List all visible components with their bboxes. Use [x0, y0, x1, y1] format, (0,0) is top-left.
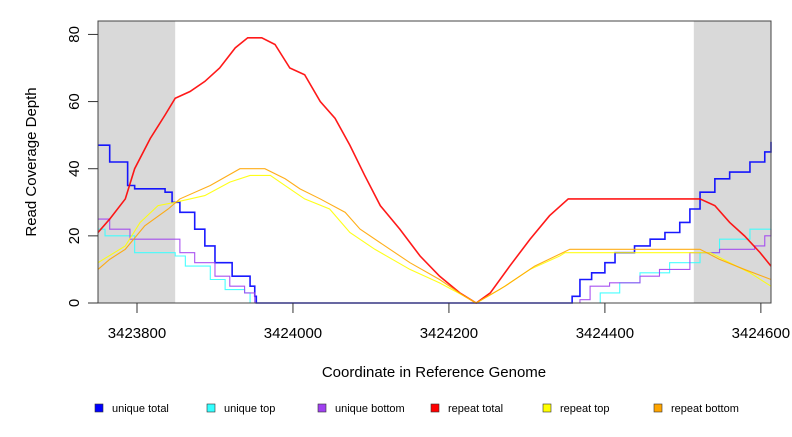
legend-label: unique total: [112, 403, 169, 415]
x-axis: 3423800 3424000 3424200 3424400 3424600: [108, 303, 790, 342]
series-line-repeat-bottom: [97, 168, 772, 304]
series-line-unique-top: [98, 219, 772, 304]
legend-swatch: [317, 403, 327, 413]
legend-label: unique bottom: [335, 403, 405, 415]
x-tick-label: 3424000: [264, 325, 322, 342]
x-tick-label: 3424400: [576, 325, 634, 342]
shaded-regions: [98, 21, 771, 303]
y-axis-title: Read Coverage Depth: [23, 87, 40, 236]
legend-swatch: [206, 403, 216, 413]
x-tick-label: 3424600: [732, 325, 790, 342]
y-tick-label: 20: [66, 228, 83, 245]
series-line-unique-total: [98, 141, 772, 304]
y-tick-label: 0: [66, 299, 83, 307]
legend-label: repeat bottom: [671, 403, 739, 415]
legend-item: unique bottom: [317, 403, 405, 415]
legend-item: unique total: [94, 403, 169, 415]
series-line-repeat-total: [97, 36, 772, 304]
series-line-unique-bottom: [98, 218, 772, 304]
legend: unique total unique top unique bottom repea…: [94, 403, 739, 415]
x-tick-label: 3424200: [420, 325, 478, 342]
legend-label: repeat total: [448, 403, 503, 415]
y-tick-label: 40: [66, 160, 83, 177]
plot-frame: [97, 20, 772, 304]
y-tick-label: 80: [66, 26, 83, 43]
series-lines: [97, 36, 772, 304]
y-axis: 0 20 40 60 80: [66, 26, 98, 307]
legend-swatch: [94, 403, 104, 413]
x-tick-label: 3423800: [108, 325, 166, 342]
legend-swatch: [542, 403, 552, 413]
x-axis-title: Coordinate in Reference Genome: [322, 364, 546, 381]
legend-swatch: [653, 403, 663, 413]
series-line-repeat-top: [97, 174, 772, 304]
legend-label: unique top: [224, 403, 275, 415]
y-tick-label: 60: [66, 93, 83, 110]
legend-item: repeat bottom: [653, 403, 739, 415]
legend-swatch: [430, 403, 440, 413]
legend-label: repeat top: [560, 403, 610, 415]
legend-item: unique top: [206, 403, 275, 415]
legend-item: repeat total: [430, 403, 503, 415]
legend-item: repeat top: [542, 403, 610, 415]
